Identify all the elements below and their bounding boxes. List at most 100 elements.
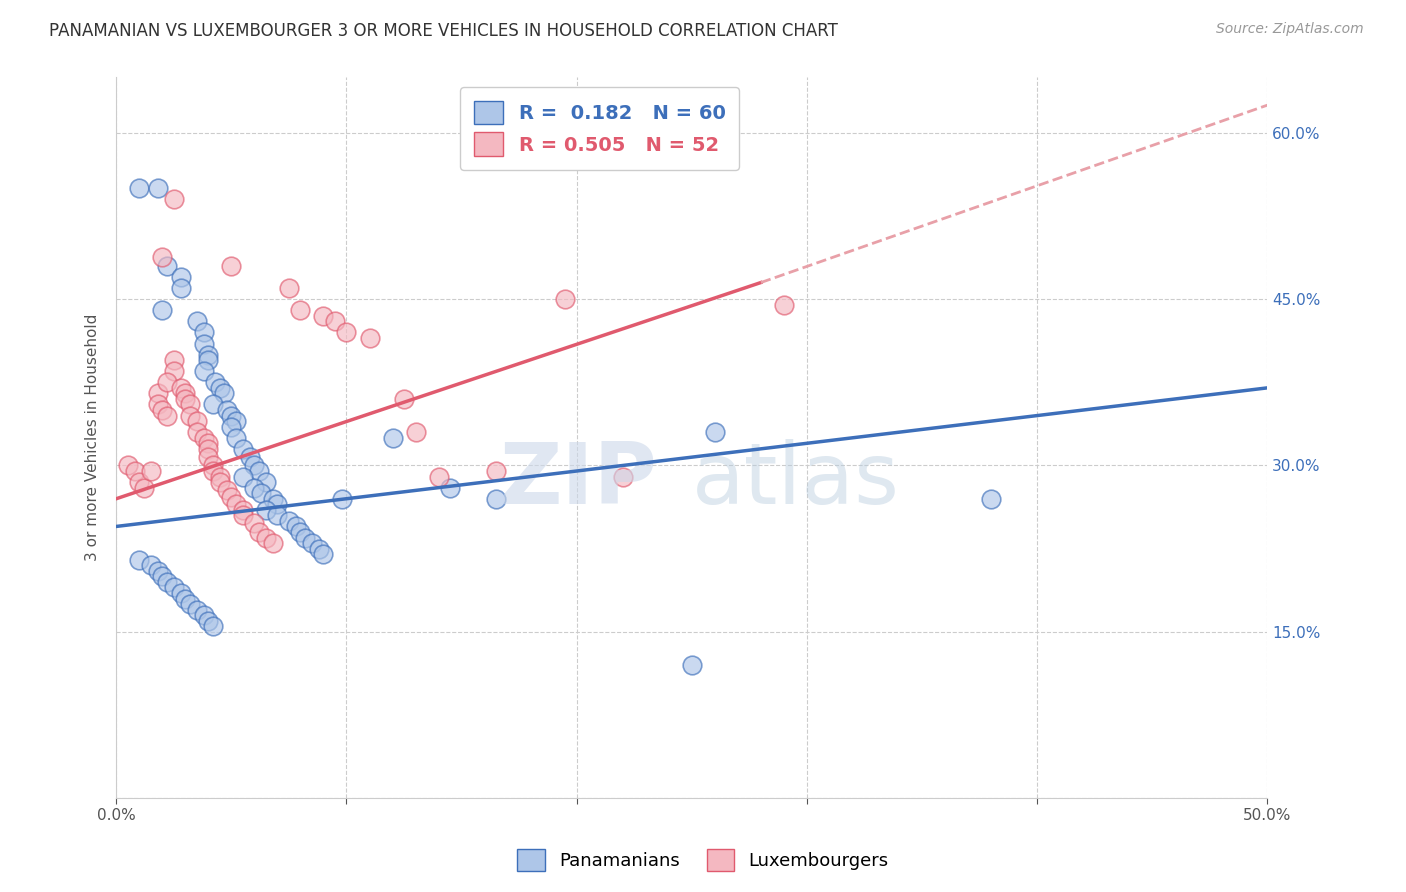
Point bbox=[290, 303, 312, 318]
Point bbox=[250, 486, 273, 500]
Point bbox=[193, 431, 215, 445]
Point bbox=[170, 381, 193, 395]
Point bbox=[179, 397, 201, 411]
Point bbox=[301, 536, 323, 550]
Point bbox=[277, 514, 299, 528]
Point bbox=[150, 569, 173, 583]
Point bbox=[132, 481, 155, 495]
Point bbox=[197, 348, 219, 362]
Point bbox=[197, 614, 219, 628]
Point bbox=[174, 392, 197, 406]
Point bbox=[163, 581, 186, 595]
Point bbox=[150, 250, 173, 264]
Point bbox=[681, 658, 703, 673]
Point bbox=[980, 491, 1002, 506]
Point bbox=[139, 558, 162, 573]
Point bbox=[186, 425, 208, 440]
Point bbox=[179, 409, 201, 423]
Point bbox=[225, 414, 247, 428]
Point bbox=[150, 403, 173, 417]
Point bbox=[290, 524, 312, 539]
Point bbox=[243, 516, 266, 530]
Point bbox=[254, 475, 277, 489]
Point bbox=[193, 326, 215, 340]
Point bbox=[221, 419, 243, 434]
Point bbox=[215, 403, 238, 417]
Point bbox=[193, 336, 215, 351]
Point bbox=[146, 386, 169, 401]
Point bbox=[335, 326, 357, 340]
Point bbox=[284, 519, 307, 533]
Point bbox=[232, 508, 254, 523]
Point bbox=[312, 309, 335, 323]
Point bbox=[201, 458, 224, 473]
Point bbox=[554, 292, 576, 306]
Point bbox=[156, 409, 179, 423]
Point bbox=[186, 602, 208, 616]
Point bbox=[485, 464, 508, 478]
Point bbox=[156, 259, 179, 273]
Point bbox=[232, 442, 254, 456]
Point bbox=[163, 364, 186, 378]
Text: Source: ZipAtlas.com: Source: ZipAtlas.com bbox=[1216, 22, 1364, 37]
Point bbox=[117, 458, 139, 473]
Point bbox=[221, 259, 243, 273]
Point bbox=[156, 376, 179, 390]
Point bbox=[214, 386, 236, 401]
Point bbox=[392, 392, 415, 406]
Point bbox=[139, 464, 162, 478]
Point bbox=[163, 193, 186, 207]
Point bbox=[174, 591, 197, 606]
Point bbox=[225, 497, 247, 511]
Point bbox=[197, 450, 219, 464]
Point bbox=[262, 491, 284, 506]
Point bbox=[266, 497, 288, 511]
Point bbox=[225, 431, 247, 445]
Point bbox=[773, 298, 796, 312]
Point bbox=[170, 586, 193, 600]
Point bbox=[186, 414, 208, 428]
Legend: R =  0.182   N = 60, R = 0.505   N = 52: R = 0.182 N = 60, R = 0.505 N = 52 bbox=[460, 87, 740, 169]
Point bbox=[243, 481, 266, 495]
Point bbox=[208, 469, 231, 483]
Point bbox=[208, 475, 231, 489]
Point bbox=[294, 531, 316, 545]
Point bbox=[405, 425, 427, 440]
Point bbox=[146, 564, 169, 578]
Point bbox=[156, 574, 179, 589]
Point bbox=[612, 469, 634, 483]
Point bbox=[485, 491, 508, 506]
Point bbox=[439, 481, 461, 495]
Point bbox=[703, 425, 725, 440]
Point bbox=[359, 331, 381, 345]
Point bbox=[174, 386, 197, 401]
Point bbox=[330, 491, 353, 506]
Text: ZIP: ZIP bbox=[499, 440, 657, 523]
Point bbox=[262, 536, 284, 550]
Point bbox=[427, 469, 450, 483]
Y-axis label: 3 or more Vehicles in Household: 3 or more Vehicles in Household bbox=[86, 314, 100, 561]
Point bbox=[221, 409, 243, 423]
Point bbox=[146, 181, 169, 195]
Point bbox=[232, 469, 254, 483]
Point bbox=[254, 503, 277, 517]
Point bbox=[247, 464, 270, 478]
Point bbox=[146, 397, 169, 411]
Legend: Panamanians, Luxembourgers: Panamanians, Luxembourgers bbox=[510, 842, 896, 879]
Point bbox=[197, 436, 219, 450]
Point bbox=[193, 364, 215, 378]
Point bbox=[208, 381, 231, 395]
Point bbox=[201, 397, 224, 411]
Point bbox=[312, 547, 335, 561]
Point bbox=[193, 608, 215, 623]
Point bbox=[179, 597, 201, 611]
Point bbox=[197, 442, 219, 456]
Point bbox=[277, 281, 299, 295]
Point bbox=[243, 458, 266, 473]
Point bbox=[201, 619, 224, 633]
Point bbox=[323, 314, 346, 328]
Point bbox=[254, 531, 277, 545]
Point bbox=[239, 450, 262, 464]
Point bbox=[232, 503, 254, 517]
Point bbox=[266, 508, 288, 523]
